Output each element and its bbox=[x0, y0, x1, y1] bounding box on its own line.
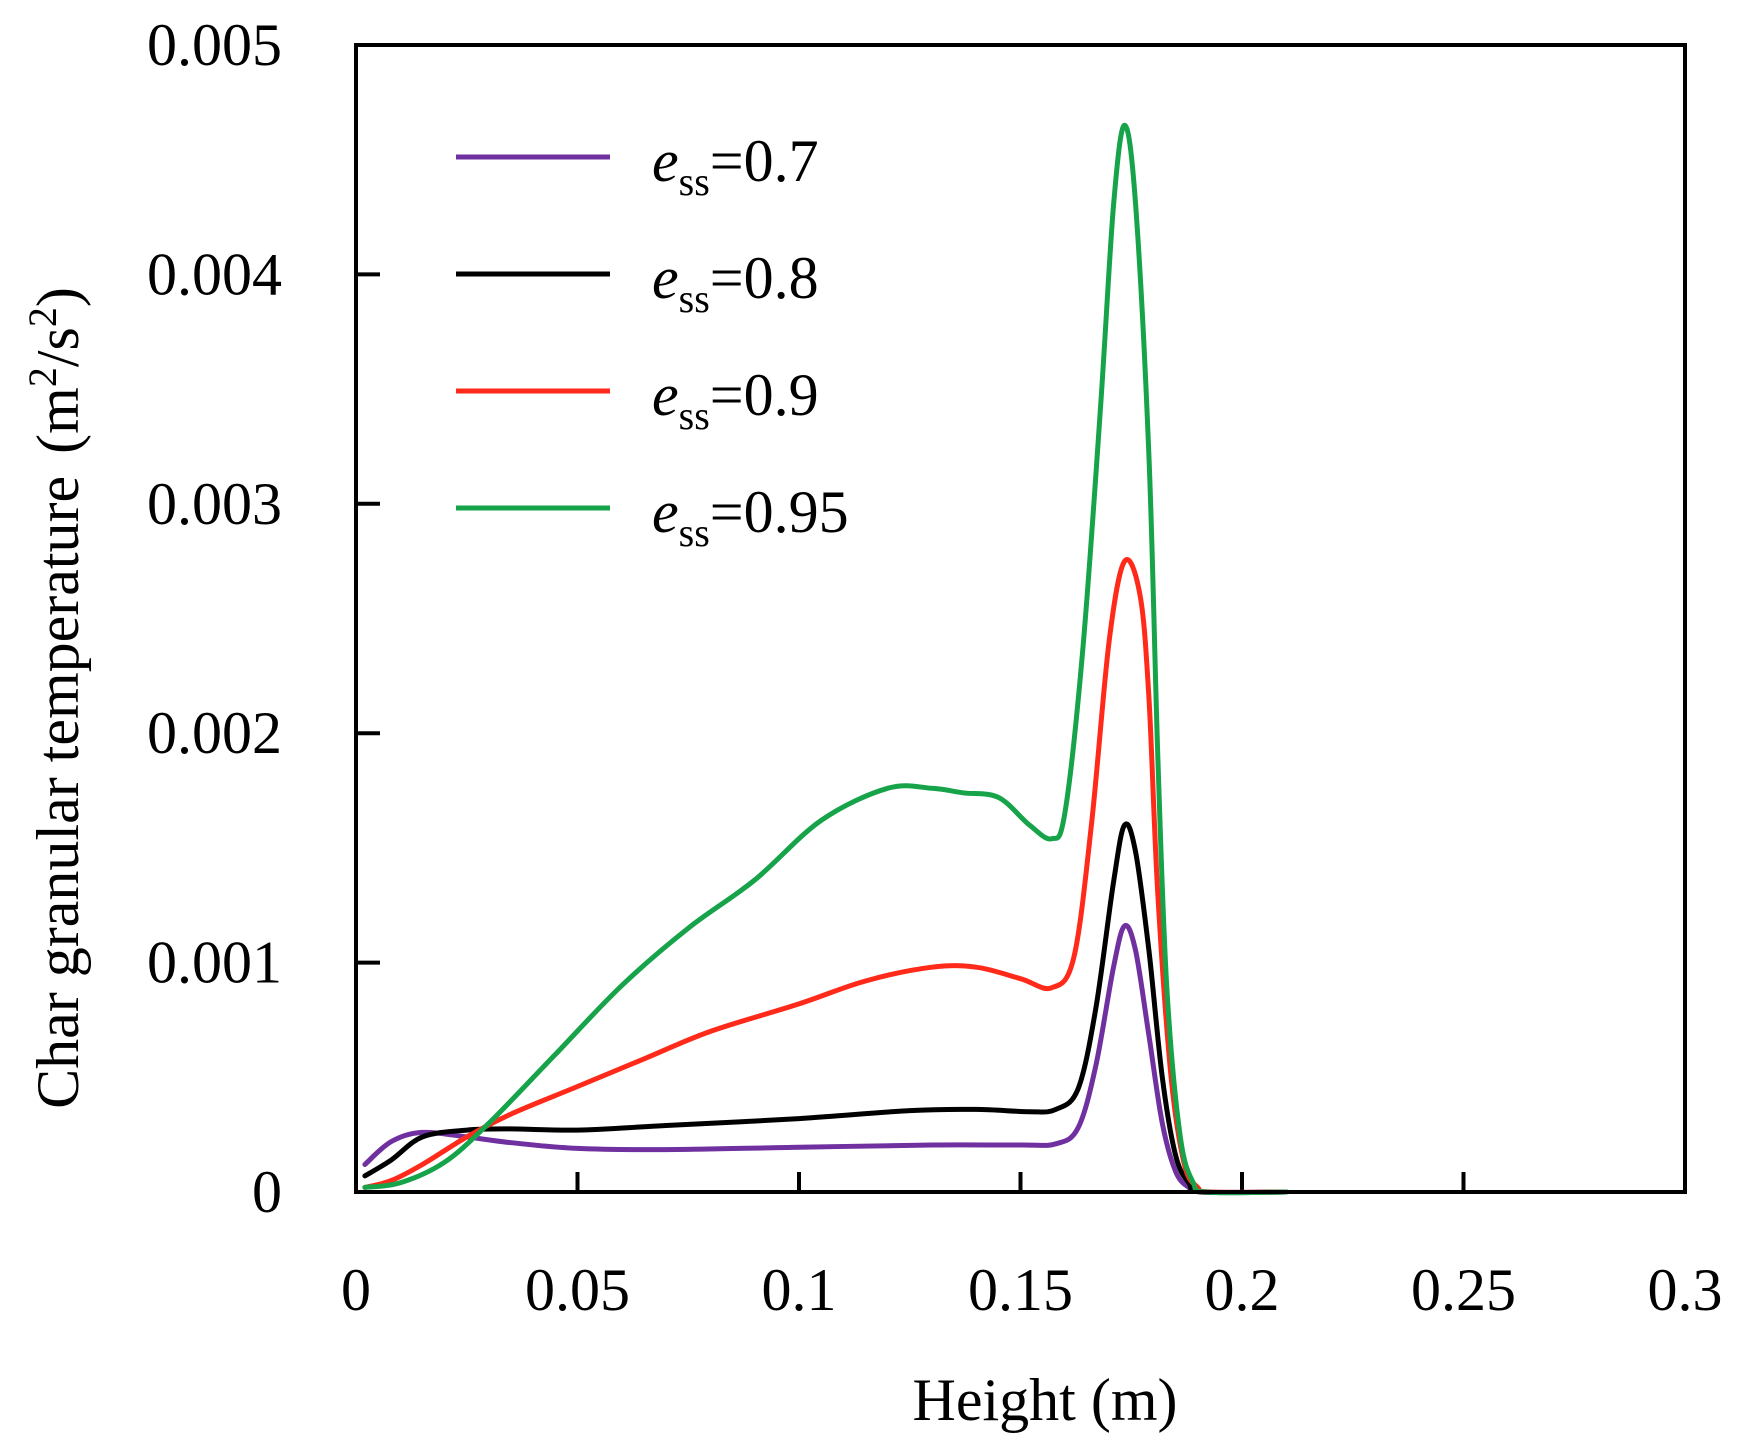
x-tick-label: 0.1 bbox=[762, 1257, 837, 1323]
y-axis-title-text: Char granular temperature bbox=[25, 476, 91, 1109]
legend-label-4: ess=0.95 bbox=[652, 479, 849, 555]
x-tick-label: 0.25 bbox=[1411, 1257, 1516, 1323]
legend-label-2: ess=0.8 bbox=[652, 245, 819, 321]
y-tick-label: 0.001 bbox=[147, 930, 282, 996]
x-tick-label: 0.3 bbox=[1648, 1257, 1723, 1323]
x-tick-label: 0.2 bbox=[1205, 1257, 1280, 1323]
plot-frame bbox=[354, 43, 1687, 1194]
y-axis-unit-sup1: 2 bbox=[20, 367, 65, 387]
x-axis-title: Height (m) bbox=[913, 1367, 1178, 1433]
y-tick-label: 0.005 bbox=[147, 12, 282, 78]
y-tick-label: 0.002 bbox=[147, 700, 282, 766]
axis-ticks: 0 0.05 0.1 0.15 0.2 0.25 0.3 0 0.001 0.002 0.003 0.… bbox=[147, 12, 1723, 1323]
y-axis-unit-sup2: 2 bbox=[20, 307, 65, 327]
series-line-3 bbox=[362, 557, 1289, 1195]
y-axis-unit-mid: /s bbox=[25, 327, 91, 367]
legend: ess=0.7 ess=0.8 ess=0.9 ess=0.95 bbox=[456, 128, 849, 555]
x-tick-label: 0.05 bbox=[525, 1257, 630, 1323]
legend-label-3: ess=0.9 bbox=[652, 362, 819, 438]
series-line-2 bbox=[362, 821, 1289, 1196]
series-line-1 bbox=[362, 922, 1289, 1195]
x-tick-label: 0 bbox=[341, 1257, 371, 1323]
y-tick-label: 0.003 bbox=[147, 471, 282, 537]
series-layer bbox=[362, 122, 1289, 1196]
y-axis-title: Char granular temperature(m2/s2) bbox=[20, 287, 91, 1109]
y-tick-label: 0.004 bbox=[147, 241, 282, 307]
series-line-4 bbox=[362, 122, 1289, 1196]
y-axis-unit-open: (m bbox=[25, 387, 91, 454]
legend-label-1: ess=0.7 bbox=[652, 128, 819, 204]
y-axis-unit-close: ) bbox=[25, 287, 91, 307]
y-tick-label: 0 bbox=[252, 1159, 282, 1225]
x-tick-label: 0.15 bbox=[968, 1257, 1073, 1323]
